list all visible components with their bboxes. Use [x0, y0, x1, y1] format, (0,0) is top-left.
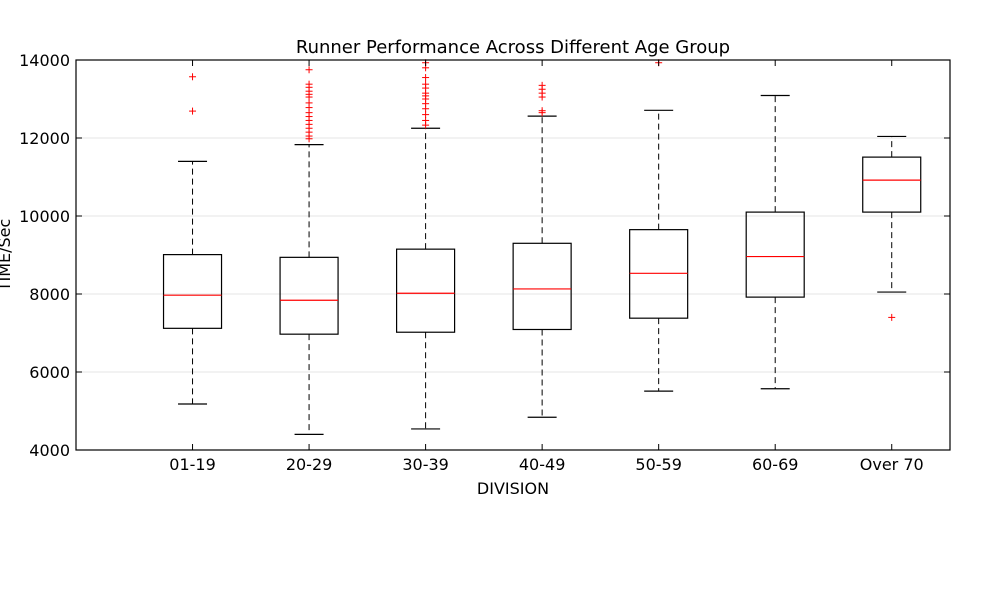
y-axis-label: TIME/Sec [0, 219, 14, 293]
y-tick-label: 14000 [19, 51, 70, 70]
flier-marker [422, 74, 430, 82]
x-axis-label: DIVISION [477, 479, 549, 498]
x-tick-label: 30-39 [402, 455, 449, 474]
axis-ticks: 4000 6000 8000 10000 12000 14000 01-19 20-29 30-… [19, 51, 950, 474]
flier-marker [538, 81, 546, 89]
iqr-box [512, 242, 572, 331]
flier-marker [888, 313, 896, 321]
flier-marker [305, 66, 313, 74]
box-50-59 [629, 59, 689, 392]
iqr-box [745, 211, 805, 298]
flier-marker [189, 107, 197, 115]
iqr-box [862, 156, 922, 213]
box-30-39 [396, 59, 456, 430]
x-tick-label: 20-29 [286, 455, 333, 474]
flier-marker [538, 107, 546, 115]
box-01-19 [162, 73, 223, 405]
boxes-layer [162, 59, 922, 435]
box-60-69 [745, 94, 805, 390]
flier-marker [305, 80, 313, 88]
x-tick-label: 50-59 [635, 455, 682, 474]
x-tick-label: 60-69 [752, 455, 799, 474]
y-tick-label: 4000 [29, 441, 70, 460]
y-tick-label: 6000 [29, 363, 70, 382]
box-Over 70 [862, 135, 922, 321]
plot-frame [75, 59, 951, 451]
box-20-29 [279, 66, 339, 435]
chart-title: Runner Performance Across Different Age … [296, 37, 730, 58]
flier-marker [189, 73, 197, 81]
y-tick-label: 12000 [19, 129, 70, 148]
flier-marker [422, 116, 430, 124]
y-tick-label: 10000 [19, 207, 70, 226]
iqr-box [279, 256, 339, 335]
x-tick-label: 40-49 [519, 455, 566, 474]
flier-marker [422, 111, 430, 119]
x-tick-label: Over 70 [860, 455, 924, 474]
x-tick-label: 01-19 [169, 455, 216, 474]
iqr-box [162, 254, 223, 329]
flier-marker [305, 99, 313, 107]
box-40-49 [512, 81, 572, 418]
flier-marker [422, 80, 430, 88]
iqr-box [396, 248, 456, 333]
y-tick-label: 8000 [29, 285, 70, 304]
